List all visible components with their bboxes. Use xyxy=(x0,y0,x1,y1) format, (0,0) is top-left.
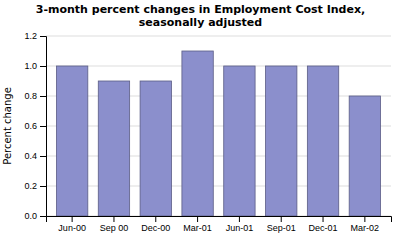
bar xyxy=(98,81,129,216)
grid-line xyxy=(46,36,391,37)
x-tick-label: Jun-00 xyxy=(58,223,86,233)
y-tick-label: 0.4 xyxy=(24,151,37,161)
y-tick-label: 0.0 xyxy=(24,211,37,221)
y-tick-mark xyxy=(40,186,46,187)
x-tick-mark xyxy=(197,216,198,222)
x-tick-mark xyxy=(281,216,282,222)
x-tick-label: Sep 00 xyxy=(100,223,129,233)
grid-line xyxy=(46,126,391,127)
title: 3-month percent changes in Employment Co… xyxy=(36,3,365,29)
x-tick-label: Dec-00 xyxy=(141,223,170,233)
x-tick: Jun-00 xyxy=(58,216,86,233)
bar xyxy=(56,66,87,216)
y-tick-mark xyxy=(40,216,46,217)
x-tick: Dec-01 xyxy=(309,216,338,233)
bar xyxy=(266,66,297,216)
x-tick: Sep 00 xyxy=(100,216,129,233)
x-tick-label: Dec-01 xyxy=(309,223,338,233)
grid-line xyxy=(46,66,391,67)
x-tick: Mar-02 xyxy=(351,216,380,233)
y-tick-mark xyxy=(40,36,46,37)
x-tick-label: Mar-01 xyxy=(183,223,212,233)
bar xyxy=(307,66,338,216)
y-tick: 0.0 xyxy=(24,211,46,221)
bars xyxy=(56,51,380,216)
y-tick-label: 0.6 xyxy=(24,121,37,131)
bar xyxy=(182,51,213,216)
x-axis: Jun-00 Sep 00 Dec-00 Mar-01 Jun-01 Sep-01 Dec-… xyxy=(47,216,392,233)
x-tick-mark xyxy=(323,216,324,222)
grid xyxy=(46,36,391,216)
x-tick: Dec-00 xyxy=(141,216,170,233)
y-tick-label: 0.8 xyxy=(24,91,37,101)
grid-line xyxy=(46,96,391,97)
grid-line xyxy=(46,156,391,157)
x-tick-label: Mar-02 xyxy=(351,223,380,233)
x-tick: Sep-01 xyxy=(267,216,296,233)
x-tick-mark xyxy=(239,216,240,222)
y-tick: 1.0 xyxy=(24,61,46,71)
y-tick: 0.4 xyxy=(24,151,46,161)
y-tick-label: 1.0 xyxy=(24,61,37,71)
y-tick: 0.2 xyxy=(24,181,46,191)
x-tick-label: Sep-01 xyxy=(267,223,296,233)
y-tick-mark xyxy=(40,156,46,157)
y-tick: 0.8 xyxy=(24,91,46,101)
x-tick-mark xyxy=(155,216,156,222)
x-tick-label: Jun-01 xyxy=(226,223,254,233)
y-tick-mark xyxy=(40,126,46,127)
y-axis-title: Percent change xyxy=(2,87,13,165)
y-tick-label: 1.2 xyxy=(24,31,37,41)
y-axis: 0.0 0.2 0.4 0.6 0.8 1.0 1.2 xyxy=(24,31,46,221)
x-tick-mark xyxy=(364,216,365,222)
x-tick-mark xyxy=(113,216,114,222)
x-axis-line xyxy=(47,217,392,223)
plot: 0.0 0.2 0.4 0.6 0.8 1.0 1.2 Jun-00 Sep 00 Dec-00 M… xyxy=(24,31,391,233)
x-tick-mark xyxy=(72,216,73,222)
x-tick: Jun-01 xyxy=(226,216,254,233)
y-tick-label: 0.2 xyxy=(24,181,37,191)
bar xyxy=(349,96,380,216)
y-tick-mark xyxy=(40,66,46,67)
x-tick: Mar-01 xyxy=(183,216,212,233)
y-tick: 1.2 xyxy=(24,31,46,41)
bar xyxy=(140,81,171,216)
y-tick: 0.6 xyxy=(24,121,46,131)
y-tick-mark xyxy=(40,96,46,97)
chart: 3-month percent changes in Employment Co… xyxy=(0,0,401,238)
y-axis-line xyxy=(40,37,47,217)
grid-line xyxy=(46,186,391,187)
bar xyxy=(224,66,255,216)
